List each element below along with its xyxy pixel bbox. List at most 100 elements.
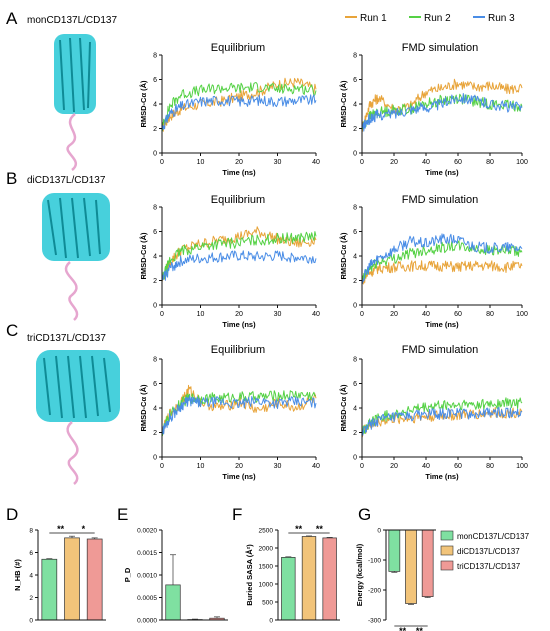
x-tick-label-b-fmd: 80 [486, 311, 494, 318]
chart-f: 0 500 1000 1500 2000 2500 Buried SASA (Å²) ** ** [245, 524, 340, 625]
chart-g: -300 -200 -100 0 Energy (kcal/mol) ** ** [355, 528, 436, 631]
protein-structure-b [42, 193, 110, 321]
x-tick-label-b-eq: 0 [160, 311, 164, 318]
y-axis-label-e: P_D [123, 567, 132, 582]
significance-label-d: ** [57, 524, 65, 534]
legend-label-tri: triCD137L/CD137 [457, 562, 521, 571]
series-line-c-eq-run-3 [161, 395, 317, 435]
y-tick-label-c-eq: 8 [153, 357, 157, 364]
y-tick-label-e: 0.0000 [137, 618, 157, 625]
x-tick-label-a-eq: 40 [312, 159, 320, 166]
series-line-a-eq-run-3 [161, 94, 317, 130]
x-axis-label-b-eq: Time (ns) [222, 320, 256, 329]
series-line-b-eq-run-3 [161, 250, 317, 281]
x-axis-label-c-fmd: Time (ns) [425, 472, 459, 481]
y-tick-label-b-eq: 6 [153, 229, 157, 236]
chart-e: 0.0000 0.0005 0.0010 0.0015 0.0020 P_D [123, 528, 228, 625]
y-tick-label-g: 0 [377, 528, 381, 535]
y-axis-label-b-fmd: RMSD-Cα (Å) [339, 232, 348, 280]
legend-label-di: diCD137L/CD137 [457, 547, 520, 556]
x-axis-label-b-fmd: Time (ns) [425, 320, 459, 329]
y-tick-label-c-fmd: 6 [353, 381, 357, 388]
protein-structure-c [36, 350, 120, 485]
series-line-c-fmd-run-3 [361, 407, 523, 436]
x-tick-label-c-fmd: 0 [360, 463, 364, 470]
series-line-a-fmd-run-3 [361, 93, 523, 132]
y-tick-label-a-fmd: 8 [353, 53, 357, 60]
x-tick-label-b-eq: 30 [274, 311, 282, 318]
y-tick-label-b-fmd: 4 [353, 254, 357, 261]
y-tick-label-f: 1000 [259, 582, 274, 589]
y-tick-label-b-fmd: 2 [353, 278, 357, 285]
y-tick-label-g: -300 [368, 618, 381, 625]
legend-swatch-mon [440, 530, 454, 541]
significance-label-g: ** [399, 626, 407, 631]
series-line-a-fmd-run-1 [361, 78, 523, 132]
title-c-eq: Equilibrium [211, 344, 265, 356]
legend-item-run-1: Run 1 [345, 13, 387, 24]
legend-swatch-di [440, 545, 454, 556]
legend-item-run-2: Run 2 [409, 13, 451, 24]
title-b-eq: Equilibrium [211, 194, 265, 206]
legend-item-di: diCD137L/CD137 [440, 545, 520, 556]
series-line-a-fmd-run-2 [361, 93, 523, 130]
bar-g-di [405, 529, 417, 604]
title-b-fmd: FMD simulation [402, 194, 478, 206]
bar-f-mon [281, 557, 296, 621]
y-tick-label-e: 0.0020 [137, 528, 157, 535]
chart-a-eq: 0 2 4 6 8 0 10 20 30 40 Time (ns) RMSD-Cα (Å) [139, 53, 320, 178]
bar-e-mon [165, 584, 181, 621]
complex-legend: monCD137L/CD137 diCD137L/CD137 triCD137L… [440, 530, 530, 571]
y-tick-label-f: 2500 [259, 528, 274, 535]
title-c-fmd: FMD simulation [402, 344, 478, 356]
y-tick-label-a-eq: 2 [153, 126, 157, 133]
y-tick-label-e: 0.0015 [137, 550, 157, 557]
y-tick-label-c-fmd: 0 [353, 455, 357, 462]
structure-label-b: diCD137L/CD137 [27, 175, 106, 186]
bar-g-tri [421, 529, 434, 597]
series-line-b-eq-run-1 [161, 226, 317, 282]
bar-f-di [301, 536, 317, 621]
y-tick-label-c-fmd: 4 [353, 406, 357, 413]
y-tick-label-a-fmd: 0 [353, 151, 357, 158]
series-line-b-fmd-run-3 [361, 233, 523, 284]
x-tick-label-b-fmd: 40 [422, 311, 430, 318]
y-tick-label-a-fmd: 4 [353, 102, 357, 109]
legend-label-run-2: Run 2 [424, 13, 451, 24]
chart-b-eq: 0 2 4 6 8 0 10 20 30 40 Time (ns) RMSD-Cα (Å) [139, 205, 320, 330]
significance-label-f: ** [295, 524, 303, 534]
y-tick-label-c-eq: 0 [153, 455, 157, 462]
x-tick-label-b-fmd: 60 [454, 311, 462, 318]
panel-letter-d: D [6, 505, 18, 524]
x-tick-label-a-fmd: 60 [454, 159, 462, 166]
significance-label-g: ** [416, 626, 424, 631]
structure-label-c: triCD137L/CD137 [27, 333, 106, 344]
y-axis-label-c-eq: RMSD-Cα (Å) [139, 384, 148, 432]
series-line-b-eq-run-2 [161, 231, 317, 281]
bar-d-mon [41, 558, 58, 621]
x-tick-label-a-fmd: 0 [360, 159, 364, 166]
y-tick-label-a-fmd: 2 [353, 126, 357, 133]
y-tick-label-b-eq: 2 [153, 278, 157, 285]
y-tick-label-d: 6 [29, 550, 33, 557]
legend-label-run-1: Run 1 [360, 13, 387, 24]
y-axis-label-a-fmd: RMSD-Cα (Å) [339, 80, 348, 128]
x-tick-label-c-eq: 40 [312, 463, 320, 470]
y-tick-label-f: 1500 [259, 564, 274, 571]
series-line-b-fmd-run-2 [361, 240, 523, 281]
protein-structure-a [54, 34, 96, 171]
x-tick-label-a-fmd: 40 [422, 159, 430, 166]
y-axis-label-d: N_HB (#) [13, 559, 22, 591]
y-tick-label-c-eq: 4 [153, 406, 157, 413]
panel-letter-a: A [6, 9, 18, 28]
chart-c-eq: 0 2 4 6 8 0 10 20 30 40 Time (ns) RMSD-Cα (Å) [139, 357, 320, 482]
run-legend: Run 1 Run 2 Run 3 [345, 13, 515, 24]
x-tick-label-a-eq: 0 [160, 159, 164, 166]
x-tick-label-b-eq: 20 [235, 311, 243, 318]
bar-f-tri [322, 537, 337, 621]
y-tick-label-a-eq: 4 [153, 102, 157, 109]
